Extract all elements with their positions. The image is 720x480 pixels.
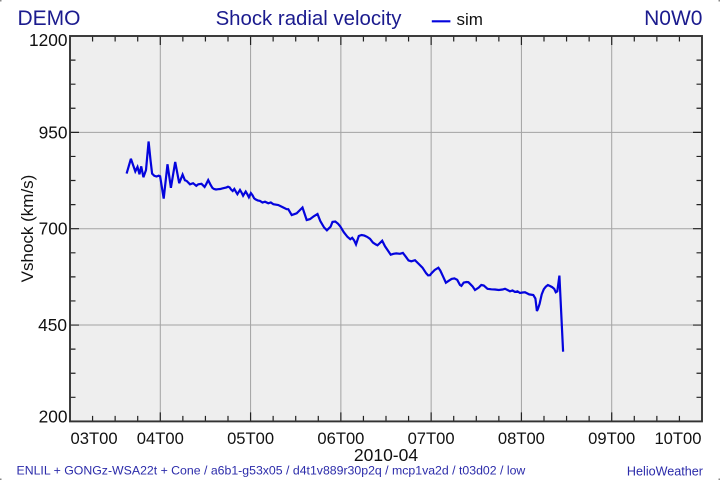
svg-text:1200: 1200 (29, 30, 67, 50)
svg-text:HelioWeather: HelioWeather (627, 465, 703, 479)
svg-text:DEMO: DEMO (18, 7, 81, 30)
svg-text:ENLIL + GONGz-WSA22t + Cone /: ENLIL + GONGz-WSA22t + Cone / a6b1-g53x0… (17, 463, 526, 477)
svg-text:sim: sim (457, 10, 483, 29)
svg-text:950: 950 (39, 122, 68, 142)
svg-text:08T00: 08T00 (498, 429, 545, 448)
svg-text:06T00: 06T00 (317, 429, 364, 448)
svg-text:09T00: 09T00 (588, 429, 635, 448)
svg-text:2010-04: 2010-04 (354, 445, 418, 465)
svg-text:03T00: 03T00 (71, 429, 118, 448)
svg-text:04T00: 04T00 (137, 429, 184, 448)
svg-text:700: 700 (39, 219, 68, 239)
svg-text:450: 450 (38, 315, 67, 335)
svg-text:10T00: 10T00 (654, 429, 701, 448)
svg-text:Vshock (km/s): Vshock (km/s) (18, 175, 37, 283)
svg-text:Shock radial velocity: Shock radial velocity (216, 8, 403, 30)
svg-text:05T00: 05T00 (227, 429, 274, 448)
svg-text:07T00: 07T00 (408, 429, 455, 448)
svg-text:200: 200 (39, 407, 68, 427)
svg-text:N0W0: N0W0 (644, 7, 702, 30)
